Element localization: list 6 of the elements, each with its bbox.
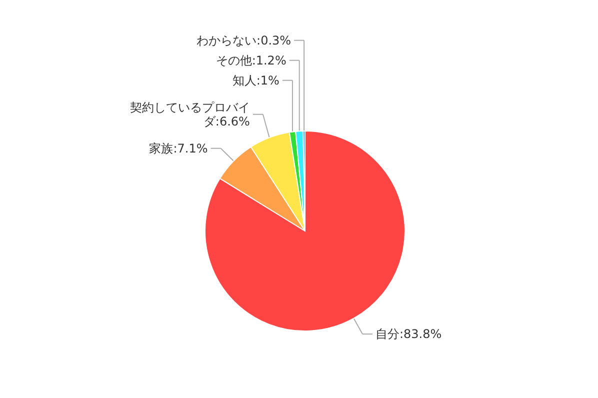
slice-label: 知人:1%: [232, 73, 280, 88]
slice-label: 契約しているプロバイダ:6.6%: [130, 100, 250, 128]
slice-label: わからない:0.3%: [196, 33, 292, 48]
slice-label: 自分:83.8%: [375, 327, 442, 342]
slice-label: 家族:7.1%: [149, 141, 208, 156]
slice-label: その他:1.2%: [216, 53, 286, 68]
